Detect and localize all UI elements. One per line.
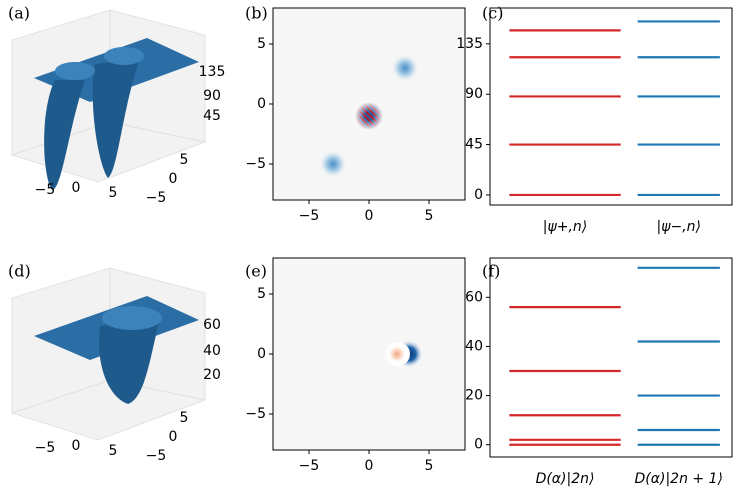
y-tick-label: 60 [465, 289, 483, 305]
axes-frame [489, 7, 733, 206]
x-tick-label: 0 [365, 208, 374, 224]
x-category-label: D(α)|2n + 1⟩ [635, 471, 723, 487]
panel-label: (c) [482, 4, 503, 23]
x-tick-label: −5 [299, 208, 320, 224]
x-tick-label: 5 [425, 458, 434, 474]
y-tick-label: −5 [245, 406, 266, 422]
z-tick-label: 20 [203, 367, 221, 383]
panel-label: (f) [482, 262, 500, 281]
blob [319, 150, 347, 178]
z-tick-label: 90 [203, 88, 221, 104]
x-tick-label: 0 [72, 180, 81, 196]
panel-label: (a) [8, 4, 30, 23]
panel-label: (b) [245, 4, 268, 23]
surface-well [92, 58, 140, 178]
panel-label: (e) [245, 262, 267, 281]
x-category-label: |ψ+,n⟩ [543, 219, 587, 235]
x-tick-label: 5 [109, 443, 118, 459]
y-tick-label: −5 [146, 448, 167, 464]
z-tick-label: 40 [203, 343, 221, 359]
heatmap-image-b [273, 8, 465, 200]
interference [355, 102, 383, 130]
x-tick-label: 5 [109, 185, 118, 201]
well-rim [55, 62, 95, 80]
well-rim [104, 47, 144, 65]
y-tick-label: 20 [465, 388, 483, 404]
y-tick-label: 5 [257, 36, 266, 52]
y-tick-label: 5 [257, 286, 266, 302]
y-tick-label: 135 [456, 36, 483, 52]
x-category-label: D(α)|2n⟩ [536, 471, 595, 487]
axes-frame [489, 257, 733, 458]
x-tick-label: −5 [35, 440, 56, 456]
x-category-label: |ψ−,n⟩ [657, 219, 701, 235]
well-rim [102, 306, 162, 330]
x-tick-label: 5 [425, 208, 434, 224]
x-tick-label: −5 [35, 182, 56, 198]
y-tick-label: 0 [169, 429, 178, 445]
z-tick-label: 45 [203, 108, 221, 124]
x-tick-label: 0 [72, 438, 81, 454]
surface-panel-d [10, 267, 207, 441]
y-tick-label: 40 [465, 338, 483, 354]
heatmap-background [273, 258, 465, 450]
z-tick-label: 135 [199, 64, 226, 80]
y-tick-label: 5 [180, 410, 189, 426]
y-tick-label: 0 [474, 187, 483, 203]
y-tick-label: −5 [245, 156, 266, 172]
y-tick-label: 0 [257, 346, 266, 362]
blob [388, 345, 406, 363]
y-tick-label: 0 [474, 437, 483, 453]
blob [391, 54, 419, 82]
y-tick-label: 0 [257, 96, 266, 112]
x-tick-label: −5 [299, 458, 320, 474]
surface-well [99, 318, 160, 404]
y-tick-label: 45 [465, 137, 483, 153]
surface-well [44, 80, 85, 190]
panel-label: (d) [8, 262, 31, 281]
y-tick-label: −5 [146, 190, 167, 206]
z-tick-label: 60 [203, 317, 221, 333]
y-tick-label: 0 [169, 171, 178, 187]
x-tick-label: 0 [365, 458, 374, 474]
heatmap-image-e [273, 258, 465, 450]
y-tick-label: 90 [465, 86, 483, 102]
y-tick-label: 5 [180, 152, 189, 168]
surface-panel-a [10, 9, 207, 190]
